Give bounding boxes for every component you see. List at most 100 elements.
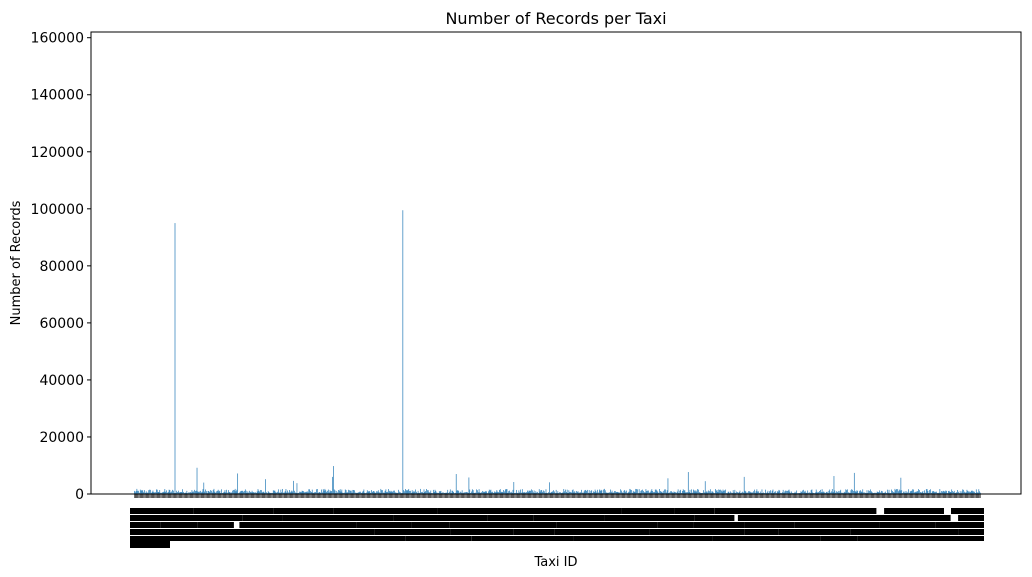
bar bbox=[255, 492, 257, 494]
bar bbox=[572, 489, 574, 494]
bar bbox=[542, 491, 543, 494]
bar bbox=[222, 492, 223, 494]
bar bbox=[204, 491, 205, 494]
bar bbox=[759, 492, 760, 494]
bar bbox=[314, 492, 316, 494]
bar bbox=[510, 492, 511, 494]
bar bbox=[800, 491, 802, 494]
bar bbox=[391, 491, 393, 494]
x-tick-label-block bbox=[356, 522, 412, 528]
bar bbox=[235, 491, 237, 494]
bar bbox=[522, 492, 524, 494]
bar bbox=[789, 491, 791, 494]
bar bbox=[475, 492, 477, 494]
bar bbox=[361, 492, 363, 494]
bar bbox=[250, 492, 252, 494]
bar bbox=[435, 490, 437, 494]
bar bbox=[914, 491, 916, 494]
bar bbox=[755, 491, 757, 494]
bar bbox=[949, 491, 951, 494]
bar bbox=[909, 492, 910, 494]
bar bbox=[900, 477, 902, 494]
bar bbox=[477, 490, 478, 494]
bar bbox=[338, 490, 340, 494]
bar bbox=[153, 492, 155, 494]
bar bbox=[940, 492, 942, 494]
bar bbox=[605, 492, 607, 494]
bar bbox=[455, 474, 457, 494]
bar bbox=[859, 491, 860, 494]
bar bbox=[419, 492, 421, 494]
bar bbox=[523, 492, 525, 494]
bar bbox=[516, 489, 517, 494]
bar bbox=[405, 490, 407, 494]
bar bbox=[644, 492, 646, 494]
bar bbox=[823, 491, 825, 494]
bar bbox=[770, 492, 772, 494]
bar bbox=[655, 489, 657, 494]
bar bbox=[589, 492, 591, 494]
bar bbox=[848, 492, 849, 494]
bar bbox=[528, 490, 530, 494]
bar bbox=[979, 491, 980, 494]
bar bbox=[851, 489, 853, 494]
bar bbox=[239, 491, 241, 494]
bar bbox=[248, 492, 250, 494]
bar bbox=[736, 491, 737, 494]
bar bbox=[342, 492, 344, 494]
bar bbox=[629, 488, 631, 494]
bar bbox=[220, 492, 222, 494]
x-tick-label-block bbox=[843, 515, 951, 521]
bar bbox=[308, 489, 310, 494]
bar bbox=[530, 490, 532, 494]
x-tick-label-block bbox=[273, 508, 334, 514]
bar bbox=[175, 492, 177, 494]
bar bbox=[667, 478, 669, 494]
bar bbox=[860, 491, 862, 494]
bar bbox=[833, 476, 835, 494]
bar bbox=[457, 490, 459, 494]
bar bbox=[137, 490, 139, 494]
bar bbox=[281, 492, 283, 494]
bar bbox=[501, 492, 503, 494]
bar bbox=[869, 490, 870, 494]
bar bbox=[630, 489, 632, 494]
bar bbox=[909, 491, 911, 494]
bar bbox=[709, 489, 711, 494]
bar bbox=[876, 491, 878, 494]
bar bbox=[610, 492, 612, 494]
bar bbox=[717, 492, 719, 494]
bar bbox=[659, 491, 661, 494]
x-tick-label-block bbox=[239, 522, 356, 528]
bar bbox=[155, 492, 156, 494]
bar bbox=[284, 491, 286, 494]
bar bbox=[434, 489, 436, 494]
bar bbox=[959, 491, 961, 494]
bar bbox=[250, 491, 251, 494]
bar bbox=[262, 491, 264, 494]
bar bbox=[372, 491, 373, 494]
bar bbox=[283, 492, 285, 494]
bar bbox=[363, 489, 365, 494]
x-tick-label-block bbox=[935, 522, 984, 528]
bar bbox=[625, 491, 626, 494]
bar bbox=[975, 489, 977, 494]
bar bbox=[905, 492, 907, 494]
bar bbox=[766, 492, 768, 494]
bar bbox=[737, 492, 738, 494]
bar bbox=[216, 491, 217, 494]
bar bbox=[955, 492, 957, 494]
bar bbox=[943, 491, 945, 494]
bar bbox=[535, 491, 537, 494]
bar bbox=[934, 492, 936, 494]
bar bbox=[447, 489, 449, 494]
bar bbox=[524, 491, 526, 494]
bar bbox=[887, 492, 889, 494]
bar bbox=[437, 492, 438, 494]
bar bbox=[519, 492, 521, 494]
bar bbox=[145, 491, 147, 494]
bar bbox=[620, 489, 621, 494]
bar bbox=[282, 488, 283, 494]
bar bbox=[782, 489, 784, 494]
bar bbox=[161, 492, 162, 494]
